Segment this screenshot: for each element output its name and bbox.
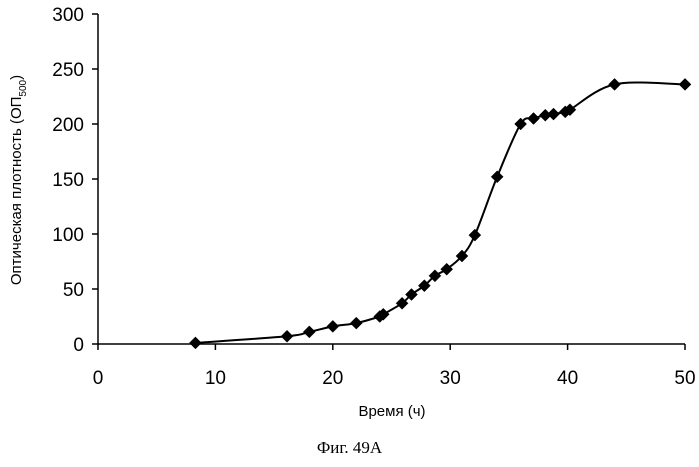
y-axis-title-close: ) <box>8 75 25 80</box>
figure-caption: Фиг. 49А <box>0 438 699 458</box>
series-line <box>195 83 685 343</box>
data-point <box>281 330 293 342</box>
y-axis-title: Оптическая плотность (ОП500) <box>8 75 29 285</box>
ticks: 0 50 100 150 200 250 300 0 10 20 30 40 50 <box>52 5 695 389</box>
axes <box>98 14 685 344</box>
y-tick-label: 150 <box>52 170 84 191</box>
data-point <box>189 337 201 349</box>
x-tick-label: 20 <box>322 368 343 389</box>
y-tick-label: 100 <box>52 225 84 246</box>
y-tick-label: 50 <box>63 280 84 301</box>
x-axis-title: Время (ч) <box>358 403 425 420</box>
y-axis-title-main: Оптическая плотность (ОП <box>8 97 25 286</box>
y-tick-label: 300 <box>52 5 84 26</box>
data-point <box>528 113 540 125</box>
data-point <box>303 326 315 338</box>
data-point <box>350 317 362 329</box>
y-tick-label: 200 <box>52 115 84 136</box>
data-point <box>548 108 560 120</box>
series-markers <box>189 78 691 349</box>
data-point <box>679 78 691 90</box>
x-tick-label: 10 <box>205 368 226 389</box>
x-tick-label: 40 <box>557 368 578 389</box>
y-tick-label: 250 <box>52 60 84 81</box>
x-tick-label: 50 <box>674 368 695 389</box>
data-point <box>609 78 621 90</box>
data-point <box>327 320 339 332</box>
data-point <box>491 171 503 183</box>
x-tick-label: 0 <box>93 368 104 389</box>
y-axis-title-subscript: 500 <box>18 79 29 96</box>
y-tick-label: 0 <box>73 335 84 356</box>
x-tick-label: 30 <box>440 368 461 389</box>
data-point <box>469 229 481 241</box>
